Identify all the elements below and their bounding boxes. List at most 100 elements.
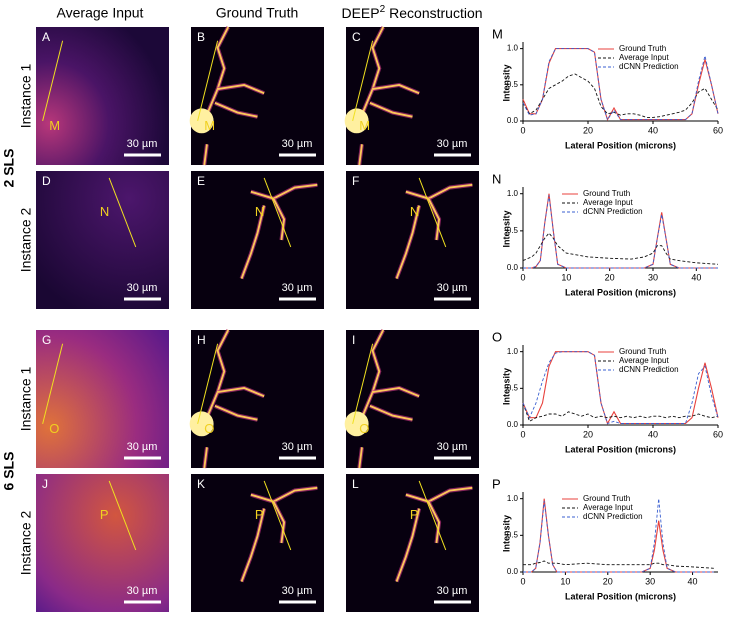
group-label: 2 SLS <box>1 149 17 188</box>
x-tick-label: 10 <box>561 272 571 282</box>
neurite <box>62 83 110 95</box>
legend-label: dCNN Prediction <box>619 365 679 374</box>
neurite <box>95 486 163 504</box>
panel-letter: H <box>197 333 206 347</box>
scale-bar-label: 30 µm <box>282 282 313 294</box>
neurite <box>250 486 318 503</box>
header-base: DEEP <box>341 5 379 21</box>
y-tick-label: 1.0 <box>507 494 519 503</box>
neurite <box>47 329 75 425</box>
profile-letter: P <box>255 507 264 522</box>
neurite-group <box>189 329 265 469</box>
soma <box>33 107 60 135</box>
series-line <box>522 232 719 265</box>
neurite <box>62 386 110 398</box>
legend-label: Ground Truth <box>583 189 630 198</box>
x-tick-label: 20 <box>583 429 593 439</box>
neurite <box>203 144 208 166</box>
neurite <box>358 144 363 166</box>
neurite <box>47 144 54 166</box>
y-tick-label: 1.0 <box>507 44 519 53</box>
panel-letter: J <box>42 477 48 491</box>
series-line <box>523 498 714 573</box>
legend-label: dCNN Prediction <box>583 512 643 521</box>
neurite <box>395 205 421 279</box>
profile-line <box>197 40 219 121</box>
y-tick-label: 0.5 <box>507 530 519 539</box>
y-tick-label: 0.5 <box>507 80 519 89</box>
profile-line <box>197 343 219 424</box>
panel-letter: L <box>352 477 359 491</box>
neurite-group <box>394 182 473 280</box>
panel-letter: I <box>352 333 355 347</box>
y-tick-label: 0.0 <box>507 567 519 576</box>
neurite <box>272 501 286 544</box>
panel-letter: B <box>197 30 205 44</box>
image-panel: O H 30 µm <box>189 329 324 469</box>
series-line <box>523 195 718 269</box>
image-panel: M B 30 µm <box>189 26 324 166</box>
panel-letter: D <box>42 174 51 188</box>
neurite <box>427 501 441 544</box>
y-axis-label: Intensity <box>501 210 511 247</box>
neurite <box>405 183 473 200</box>
x-tick-label: 30 <box>648 272 658 282</box>
neurite <box>372 83 420 95</box>
neurite-group <box>189 26 265 166</box>
neurite <box>358 329 385 425</box>
profile-line <box>42 343 64 424</box>
soma <box>33 410 60 438</box>
scale-bar-label: 30 µm <box>127 585 158 597</box>
legend-label: Average Input <box>583 503 633 512</box>
legend-label: Ground Truth <box>619 347 666 356</box>
row-label: Instance 2 <box>18 510 34 575</box>
neurite <box>84 205 111 280</box>
image-panel: O I 30 µm <box>344 329 479 469</box>
panel-letter: G <box>42 333 51 347</box>
profile-letter: P <box>410 507 419 522</box>
neurite <box>369 405 413 421</box>
soma <box>344 108 369 134</box>
neurite-group <box>33 26 110 166</box>
panel-letter: E <box>197 174 205 188</box>
profile-letter: M <box>359 118 370 133</box>
x-tick-label: 40 <box>688 576 698 586</box>
x-axis-label: Lateral Position (microns) <box>565 444 676 454</box>
neurite <box>59 404 103 422</box>
neurite <box>203 329 230 425</box>
neurite <box>203 26 230 122</box>
x-axis-label: Lateral Position (microns) <box>565 287 676 297</box>
column-header: Ground Truth <box>216 5 299 21</box>
x-axis-label: Lateral Position (microns) <box>565 140 676 150</box>
image-panel: P L 30 µm <box>346 474 479 612</box>
series-line <box>523 560 714 569</box>
profile-letter: N <box>255 204 264 219</box>
profile-line <box>263 177 292 248</box>
neurite <box>116 500 131 544</box>
column-header: DEEP2 Reconstruction <box>341 4 482 21</box>
chart-label: P <box>492 476 501 491</box>
neurite <box>47 26 75 122</box>
image-panel: N D 30 µm <box>36 171 169 309</box>
x-tick-label: 0 <box>520 576 525 586</box>
panel-letter: C <box>352 30 361 44</box>
neurite <box>250 183 318 200</box>
chart-label: M <box>492 26 503 41</box>
neurite-group <box>33 329 110 469</box>
neurite <box>59 101 103 119</box>
legend-label: Ground Truth <box>619 44 666 53</box>
profile-letter: O <box>49 421 59 436</box>
legend-label: Average Input <box>583 198 633 207</box>
x-tick-label: 20 <box>583 125 593 135</box>
neurite <box>395 508 421 582</box>
x-tick-label: 20 <box>603 576 613 586</box>
scale-bar-label: 30 µm <box>437 138 468 150</box>
x-tick-label: 0 <box>520 429 525 439</box>
neurite <box>240 205 266 279</box>
x-tick-label: 0 <box>520 125 525 135</box>
neurite <box>405 486 473 503</box>
soma <box>189 411 214 437</box>
scale-bar-label: 30 µm <box>437 585 468 597</box>
y-axis-label: Intensity <box>501 64 511 101</box>
